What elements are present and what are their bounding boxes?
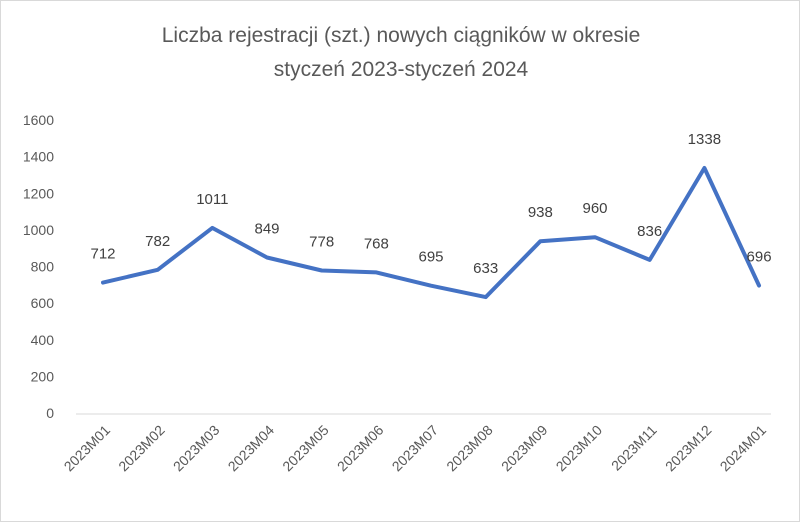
x-tick-label: 2023M06 (334, 422, 387, 475)
x-tick-label: 2023M12 (662, 422, 715, 475)
y-tick-label: 200 (31, 368, 55, 384)
y-tick-label: 1600 (23, 112, 54, 128)
y-tick-label: 1200 (23, 185, 54, 201)
x-tick-label: 2023M07 (389, 422, 442, 475)
x-tick-label: 2023M08 (443, 422, 496, 475)
chart-title: Liczba rejestracji (szt.) nowych ciągnik… (1, 19, 800, 87)
x-tick-label: 2023M01 (61, 422, 114, 475)
x-tick-label: 2023M03 (170, 422, 223, 475)
data-label: 1011 (196, 191, 228, 208)
data-label: 960 (583, 200, 608, 217)
x-tick-label: 2023M11 (608, 422, 660, 474)
x-tick-label: 2023M05 (279, 422, 332, 475)
x-tick-label: 2024M01 (717, 422, 770, 475)
y-tick-label: 1400 (23, 149, 54, 165)
x-tick-label: 2023M10 (553, 422, 606, 475)
data-label: 778 (309, 234, 334, 251)
data-label: 768 (364, 235, 389, 252)
x-tick-label: 2023M02 (115, 422, 168, 475)
data-label: 696 (747, 249, 772, 266)
data-label: 695 (419, 249, 444, 266)
y-tick-label: 0 (46, 405, 54, 421)
data-label: 633 (473, 260, 498, 277)
y-tick-label: 400 (31, 332, 55, 348)
x-tick-label: 2023M04 (225, 422, 278, 475)
chart-title-line-1: Liczba rejestracji (szt.) nowych ciągnik… (161, 24, 641, 47)
x-tick-label: 2023M09 (498, 422, 551, 475)
series-line (101, 166, 761, 300)
data-label: 938 (528, 204, 553, 221)
chart-title-line-2: styczeń 2023-styczeń 2024 (273, 58, 529, 81)
y-tick-label: 800 (31, 259, 55, 275)
data-label: 782 (145, 233, 170, 250)
data-label: 836 (637, 223, 662, 240)
data-label: 712 (90, 246, 115, 263)
y-tick-label: 1000 (23, 222, 54, 238)
data-label: 849 (254, 221, 279, 238)
data-label: 1338 (688, 131, 721, 148)
y-tick-label: 600 (31, 295, 55, 311)
